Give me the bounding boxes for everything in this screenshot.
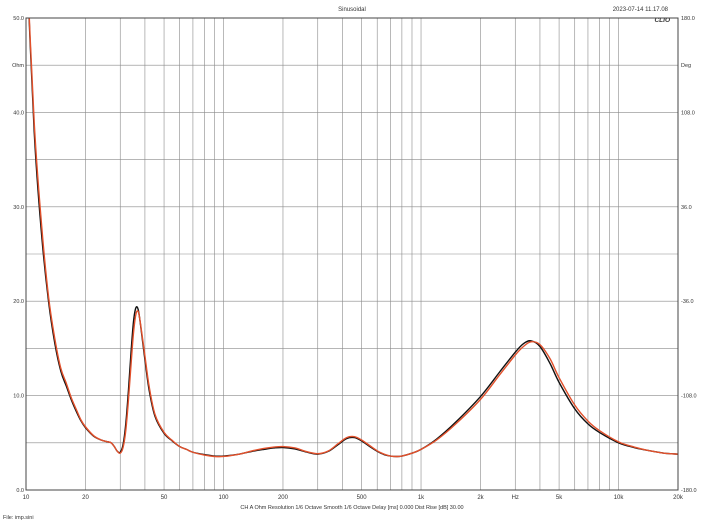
file-name: File: imp.sini (3, 515, 34, 521)
plot-frame (25, 17, 679, 491)
measurement-settings: CH A Ohm Resolution 1/6 Octave Smooth 1/… (240, 505, 463, 511)
chart-title: Sinusoidal (338, 7, 366, 13)
y-right-tick-label: -36.0 (681, 299, 694, 305)
y-left-tick-label: 30.0 (13, 205, 24, 211)
x-tick-label: 50 (161, 495, 168, 501)
x-tick-label: 5k (556, 495, 563, 501)
tick-labels: 10 20 50 100 200 500 1k 2k 5k 10k 20k Hz 0.0 10.0 20.0… (12, 16, 697, 501)
y-right-tick-label: -108.0 (681, 394, 697, 400)
y-left-tick-label: 10.0 (13, 394, 24, 400)
x-tick-label: 1k (418, 495, 425, 501)
x-tick-label: 20 (82, 495, 89, 501)
series-layer (28, 18, 678, 458)
clio-brand-logo: CLIO (654, 17, 670, 24)
y-right-tick-label: 36.0 (681, 205, 692, 211)
y-right-unit-label: Deg (681, 63, 691, 69)
y-right-tick-label: 108.0 (681, 110, 695, 116)
y-left-unit-label: Ohm (12, 63, 24, 69)
x-tick-label: 500 (357, 495, 368, 501)
y-right-tick-label: 180.0 (681, 16, 695, 22)
x-tick-label: 10 (23, 495, 30, 501)
x-tick-label: 10k (614, 495, 625, 501)
x-tick-label: 20k (673, 495, 684, 501)
y-left-tick-label: 40.0 (13, 110, 24, 116)
x-axis-unit-label: Hz (512, 495, 519, 501)
timestamp: 2023-07-14 11.17.08 (613, 7, 669, 13)
y-right-tick-label: -180.0 (681, 488, 697, 494)
series-line-2 (28, 18, 678, 458)
y-left-tick-label: 20.0 (13, 299, 24, 305)
grid (25, 17, 679, 491)
x-tick-label: 200 (278, 495, 289, 501)
y-left-tick-label: 0.0 (16, 488, 24, 494)
y-left-tick-label: 50.0 (13, 16, 24, 22)
series-line-1 (28, 18, 678, 458)
x-tick-label: 2k (477, 495, 484, 501)
x-tick-label: 100 (219, 495, 230, 501)
